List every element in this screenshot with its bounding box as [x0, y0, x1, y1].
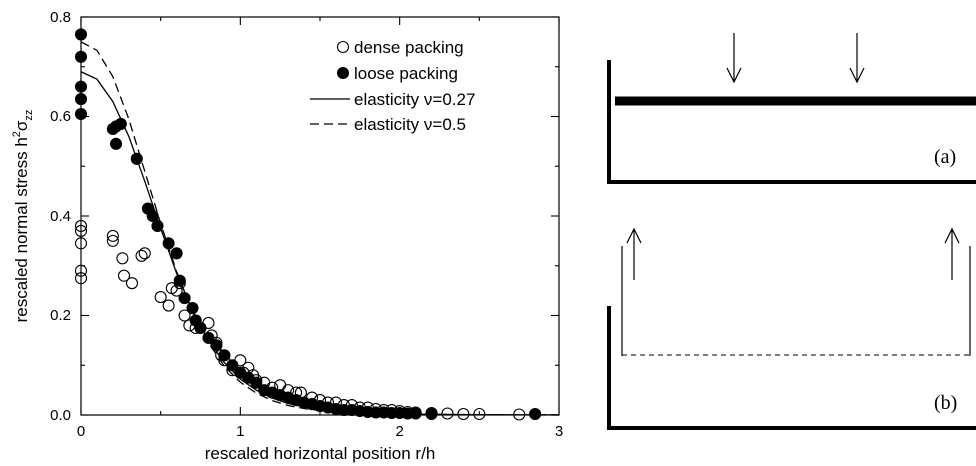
arrow-down-left-icon [726, 67, 742, 84]
loose-point [110, 137, 123, 150]
x-tick-labels: 0 1 2 3 [77, 423, 563, 440]
y-tick-label-4: 0.8 [50, 9, 71, 26]
loose-point [250, 376, 263, 389]
y-tick-label-3: 0.6 [50, 108, 71, 125]
curve-elasticity-nu-0-27 [80, 71, 560, 416]
dense-point [106, 234, 119, 247]
container-a-walls [607, 60, 976, 184]
x-tick-label-3: 3 [555, 423, 563, 440]
y-axis-label-sup: 2 [11, 131, 23, 137]
diagram-b: (b) [607, 227, 976, 430]
legend-label-loose: loose packing [354, 64, 458, 83]
container-b-walls [607, 306, 976, 430]
loose-point [130, 152, 143, 165]
arrow-down-right-icon [849, 67, 865, 84]
dense-point [106, 229, 119, 242]
legend-label-nu05: elasticity ν=0.5 [354, 115, 466, 134]
dense-point [125, 277, 139, 290]
loose-point [146, 209, 159, 223]
loose-point [210, 339, 223, 352]
legend-filled-circle-marker [336, 66, 350, 80]
diagram-b-label: (b) [934, 392, 957, 414]
arrow-up-right-icon [944, 227, 960, 244]
loose-point [218, 349, 231, 362]
diagram-a-label: (a) [934, 146, 956, 168]
dense-point [441, 407, 454, 420]
loose-point [425, 407, 438, 421]
loose-point [202, 331, 215, 344]
points-layer [74, 28, 542, 421]
loose-point [178, 292, 191, 305]
loose-point [170, 247, 183, 260]
dense-point [135, 249, 148, 262]
dense-point [457, 407, 470, 421]
dense-point [154, 291, 167, 304]
y-axis-label: rescaled normal stress h2σzz [11, 110, 35, 323]
dense-point [162, 299, 175, 312]
dense-point [178, 309, 191, 322]
loose-point [186, 301, 199, 315]
loose-point [226, 359, 239, 372]
y-tick-label-1: 0.2 [50, 307, 71, 324]
y-axis-label-main: rescaled normal stress h [12, 137, 31, 322]
legend: dense packing loose packing elasticity ν… [310, 38, 475, 134]
x-tick-label-1: 1 [236, 423, 244, 440]
y-axis-label-sub: zz [23, 110, 35, 121]
x-tick-label-0: 0 [77, 423, 85, 440]
y-axis-label-sigma: σ [12, 120, 31, 131]
legend-label-dense: dense packing [354, 38, 464, 57]
loose-point [409, 407, 422, 420]
loose-point [151, 219, 164, 232]
dense-point [473, 407, 486, 421]
legend-label-nu027: elasticity ν=0.27 [354, 90, 475, 109]
dense-point [117, 269, 131, 282]
loose-point [162, 237, 175, 250]
legend-open-circle-marker [336, 40, 350, 54]
stress-chart: 0.0 0.2 0.4 0.6 0.8 0 1 2 3 rescaled hor… [11, 9, 563, 463]
x-axis-label: rescaled horizontal position r/h [205, 444, 436, 463]
loose-point [173, 274, 186, 287]
arrow-up-left-icon [626, 227, 642, 244]
axis-ticks [80, 16, 560, 416]
y-tick-label-2: 0.4 [50, 208, 71, 225]
x-tick-label-2: 2 [396, 423, 404, 440]
y-tick-label-0: 0.0 [50, 407, 71, 424]
dense-point [116, 252, 129, 265]
dense-point [138, 247, 151, 260]
diagram-a: (a) [607, 33, 976, 184]
y-tick-labels: 0.0 0.2 0.4 0.6 0.8 [50, 9, 71, 424]
loose-point [194, 321, 207, 334]
loose-point [114, 117, 127, 131]
loose-point [529, 407, 542, 421]
